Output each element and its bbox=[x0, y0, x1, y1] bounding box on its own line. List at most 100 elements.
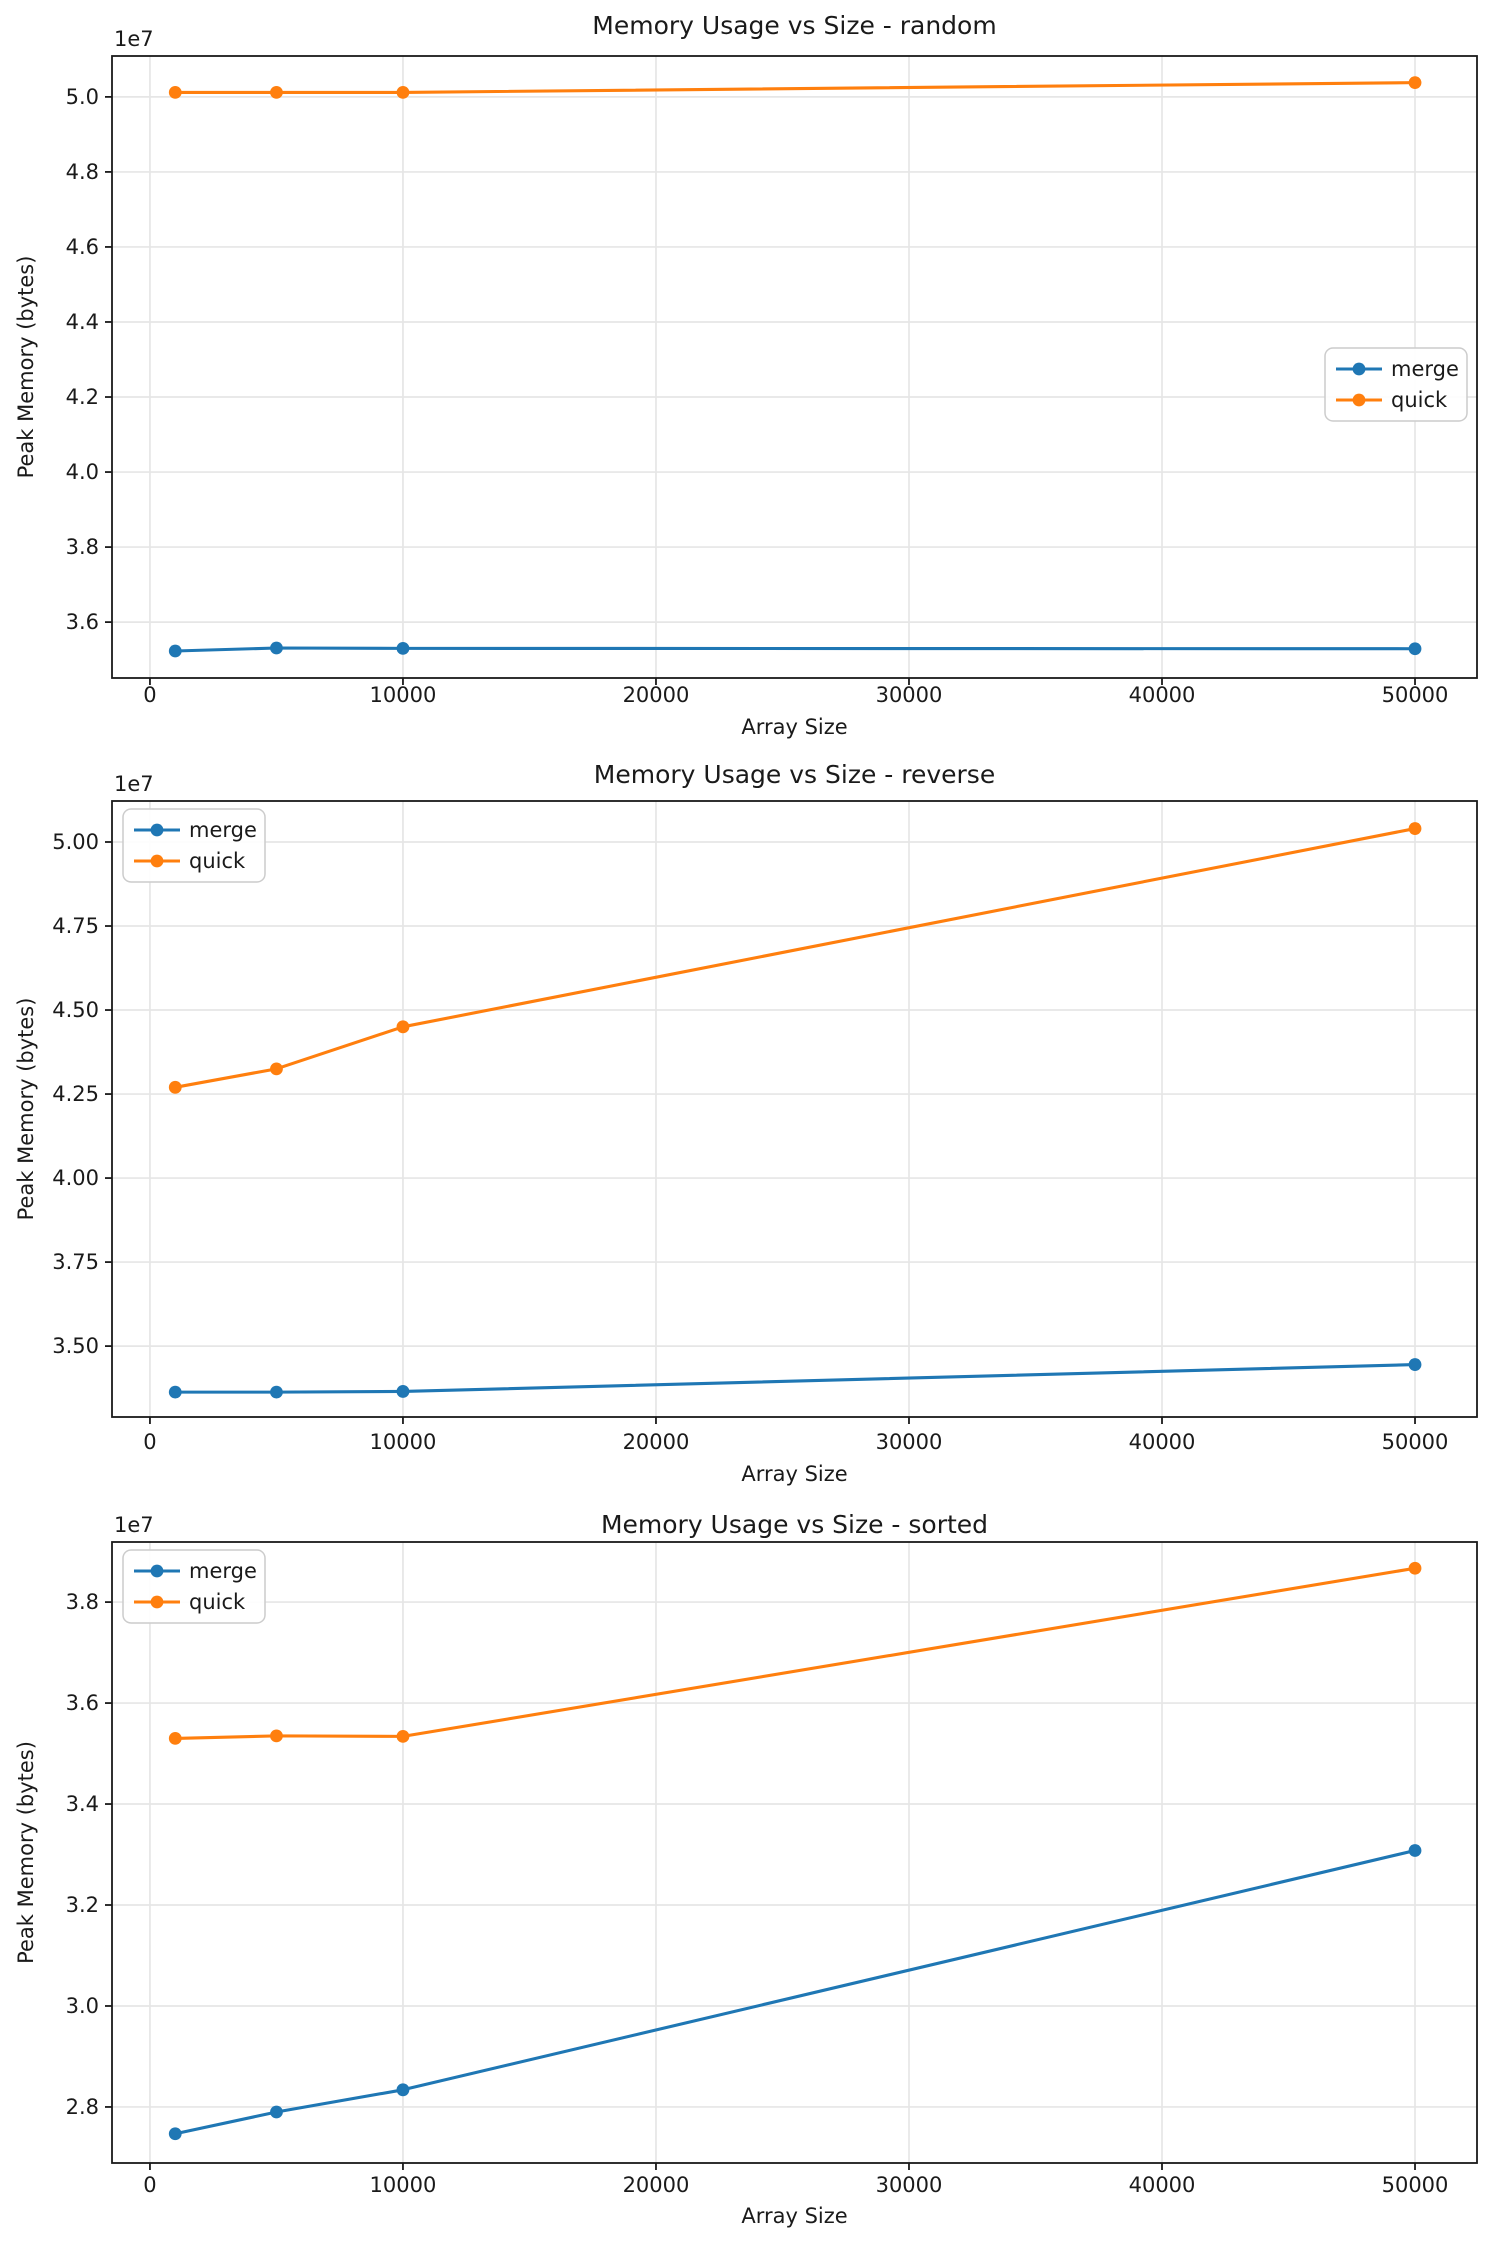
y-tick-label: 5.0 bbox=[66, 85, 99, 109]
x-axis-label: Array Size bbox=[741, 2204, 847, 2228]
x-tick-label: 40000 bbox=[1129, 683, 1196, 707]
y-axis-offset-text: 1e7 bbox=[114, 1513, 154, 1537]
y-tick-label: 3.0 bbox=[66, 1994, 99, 2018]
chart-title: Memory Usage vs Size - sorted bbox=[601, 1510, 988, 1539]
x-tick-label: 30000 bbox=[876, 1430, 943, 1454]
plot-spines bbox=[111, 55, 1478, 679]
x-tick-label: 10000 bbox=[370, 1430, 437, 1454]
y-tick-label: 3.4 bbox=[66, 1792, 99, 1816]
data-point-quick bbox=[1408, 76, 1422, 90]
series-line-quick bbox=[173, 827, 1417, 1089]
data-point-quick bbox=[270, 1729, 283, 1743]
data-point-merge bbox=[168, 2127, 182, 2141]
x-tick-label: 40000 bbox=[1129, 2173, 1196, 2197]
y-tick-label: 4.2 bbox=[66, 385, 99, 409]
data-point-quick bbox=[396, 1020, 410, 1034]
legend-sample-marker-quick bbox=[1352, 393, 1366, 407]
data-point-merge bbox=[168, 1385, 182, 1399]
y-tick-label: 3.8 bbox=[66, 535, 99, 559]
x-tick-label: 50000 bbox=[1382, 1430, 1449, 1454]
chart-svg: 0 10000 20000 30000 40000 50000 3.6 3.8 4.0 4.2 4.… bbox=[14, 11, 1478, 739]
chart-reverse: 0 10000 20000 30000 40000 50000 3.50 3.75 4.00 4.… bbox=[0, 750, 1500, 1500]
chart-random: 0 10000 20000 30000 40000 50000 3.6 3.8 4.0 4.2 4.… bbox=[0, 0, 1500, 750]
legend-label-merge: merge bbox=[1391, 357, 1459, 381]
legend-label-quick: quick bbox=[189, 1590, 246, 1614]
x-axis-label: Array Size bbox=[741, 715, 847, 739]
legend-label-quick: quick bbox=[189, 849, 246, 873]
y-tick-label: 3.2 bbox=[66, 1893, 99, 1917]
series-line-merge bbox=[173, 646, 1417, 653]
y-tick-label: 5.00 bbox=[52, 830, 99, 854]
y-tick-label: 3.6 bbox=[66, 1691, 99, 1715]
x-tick-label: 0 bbox=[143, 2173, 156, 2197]
data-point-merge bbox=[1408, 1358, 1422, 1371]
data-point-merge bbox=[168, 644, 182, 658]
x-tick-label: 0 bbox=[143, 1430, 156, 1454]
x-axis-label: Array Size bbox=[741, 1462, 847, 1486]
data-point-quick bbox=[1408, 1561, 1422, 1575]
y-tick-label: 2.8 bbox=[66, 2095, 99, 2119]
legend: merge quick bbox=[122, 808, 266, 883]
legend: merge quick bbox=[122, 1549, 266, 1624]
legend-label-merge: merge bbox=[189, 818, 257, 842]
y-tick-label: 4.00 bbox=[52, 1166, 99, 1190]
data-point-merge bbox=[1408, 642, 1422, 656]
y-tick-label: 3.50 bbox=[52, 1334, 99, 1358]
plot-spines bbox=[111, 800, 1478, 1418]
legend: merge quick bbox=[1324, 347, 1468, 422]
y-tick-label: 4.75 bbox=[52, 914, 99, 938]
x-tick-label: 10000 bbox=[370, 683, 437, 707]
legend-sample-marker-quick bbox=[150, 1595, 164, 1609]
data-point-merge bbox=[1408, 1844, 1422, 1857]
data-point-merge bbox=[270, 2105, 283, 2119]
y-axis-label: Peak Memory (bytes) bbox=[14, 256, 38, 479]
data-point-quick bbox=[270, 85, 283, 99]
x-tick-label: 0 bbox=[143, 683, 156, 707]
y-tick-label: 4.4 bbox=[66, 310, 99, 334]
data-point-quick bbox=[168, 1731, 182, 1745]
data-point-merge bbox=[396, 2083, 410, 2097]
x-tick-label: 50000 bbox=[1382, 2173, 1449, 2197]
y-axis-label: Peak Memory (bytes) bbox=[14, 998, 38, 1221]
chart-sorted: 0 10000 20000 30000 40000 50000 2.8 3.0 3.2 3.4 3.… bbox=[0, 1500, 1500, 2250]
x-tick-label: 20000 bbox=[623, 683, 690, 707]
series-line-quick bbox=[173, 81, 1417, 94]
y-axis-offset-text: 1e7 bbox=[114, 772, 154, 796]
chart-svg: 0 10000 20000 30000 40000 50000 3.50 3.75 4.00 4.… bbox=[14, 760, 1478, 1486]
y-tick-label: 4.25 bbox=[52, 1082, 99, 1106]
data-point-quick bbox=[168, 1080, 182, 1094]
x-tick-label: 30000 bbox=[876, 683, 943, 707]
x-tick-label: 30000 bbox=[876, 2173, 943, 2197]
x-tick-label: 10000 bbox=[370, 2173, 437, 2197]
legend-label-merge: merge bbox=[189, 1559, 257, 1583]
legend-sample-marker-merge bbox=[150, 823, 164, 837]
y-tick-label: 3.8 bbox=[66, 1590, 99, 1614]
legend-sample-marker-merge bbox=[1352, 362, 1366, 376]
y-tick-label: 3.75 bbox=[52, 1250, 99, 1274]
data-point-quick bbox=[168, 85, 182, 99]
legend-label-quick: quick bbox=[1391, 388, 1448, 412]
data-point-merge bbox=[270, 641, 283, 655]
series-line-merge bbox=[173, 1363, 1417, 1394]
chart-title: Memory Usage vs Size - random bbox=[592, 11, 996, 40]
data-point-quick bbox=[396, 85, 410, 99]
legend-sample-marker-quick bbox=[150, 854, 164, 868]
y-axis-offset-text: 1e7 bbox=[114, 27, 154, 51]
x-tick-label: 20000 bbox=[623, 1430, 690, 1454]
y-tick-label: 4.50 bbox=[52, 998, 99, 1022]
data-point-quick bbox=[270, 1062, 283, 1076]
y-tick-label: 4.6 bbox=[66, 235, 99, 259]
x-tick-label: 40000 bbox=[1129, 1430, 1196, 1454]
y-axis-label: Peak Memory (bytes) bbox=[14, 1741, 38, 1964]
series-line-quick bbox=[173, 1566, 1417, 1740]
y-tick-label: 3.6 bbox=[66, 610, 99, 634]
chart-title: Memory Usage vs Size - reverse bbox=[594, 760, 995, 789]
series-line-merge bbox=[173, 1848, 1417, 2136]
data-point-merge bbox=[396, 641, 410, 655]
legend-sample-marker-merge bbox=[150, 1564, 164, 1578]
x-tick-label: 50000 bbox=[1382, 683, 1449, 707]
data-point-merge bbox=[270, 1385, 283, 1399]
data-point-quick bbox=[1408, 822, 1422, 835]
x-tick-label: 20000 bbox=[623, 2173, 690, 2197]
